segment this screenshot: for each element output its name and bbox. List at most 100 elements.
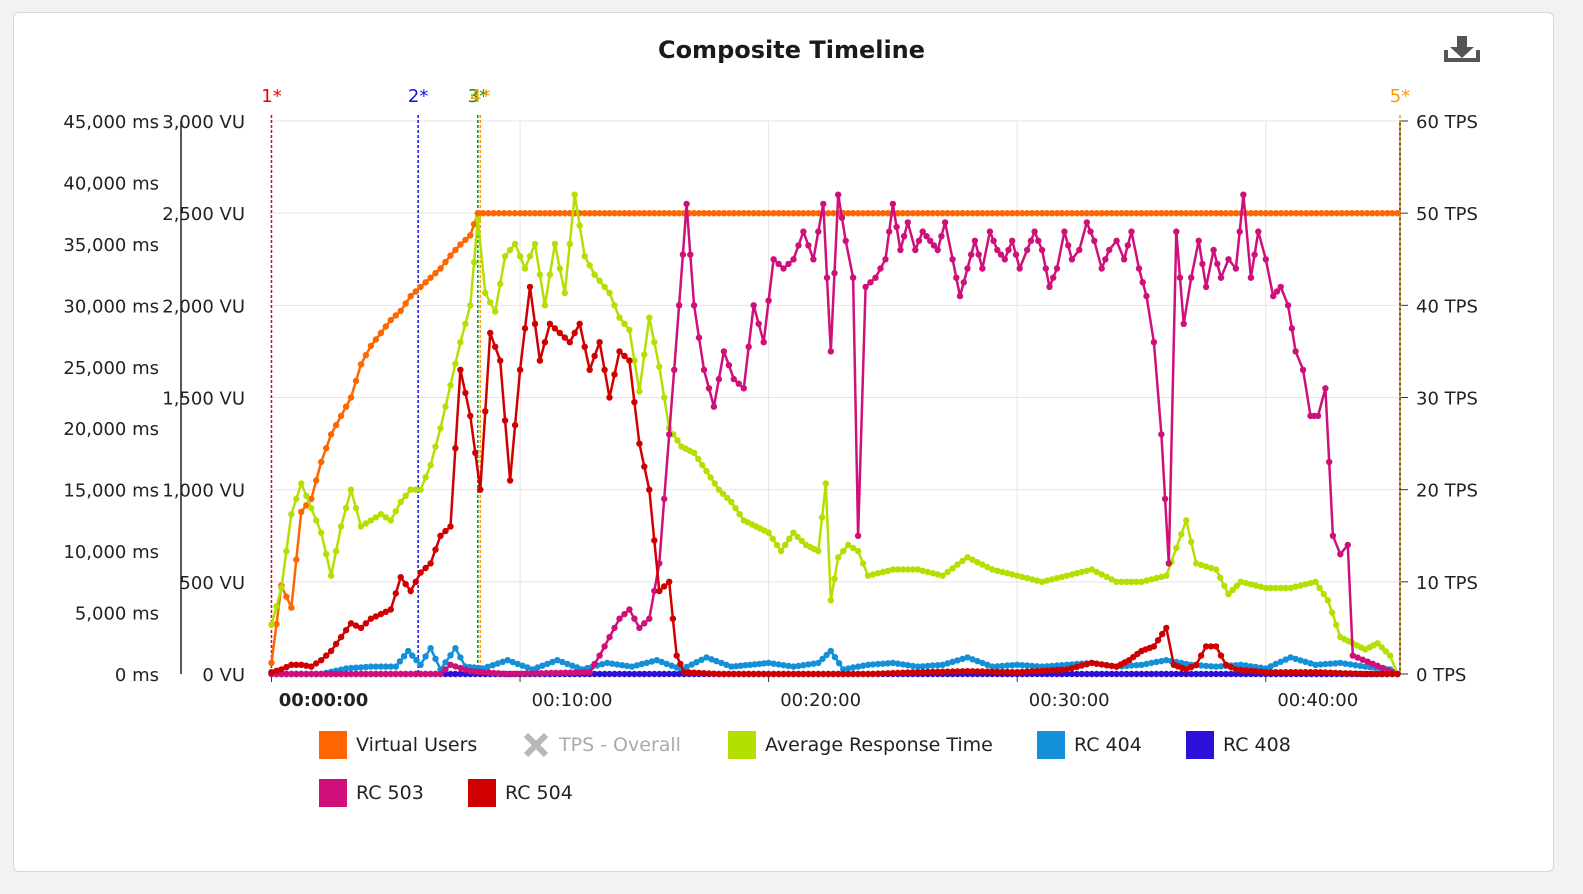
data-point-rc-404	[854, 663, 862, 670]
data-point-rc-503	[815, 228, 822, 235]
data-point-rc-408	[616, 670, 623, 678]
data-point-rc-503	[960, 279, 967, 286]
data-point-rc-504	[1212, 643, 1220, 650]
data-point-rc-404	[1148, 659, 1155, 667]
data-point-rc-503	[1262, 256, 1270, 263]
data-point-average-response-time	[497, 280, 504, 287]
data-point-average-response-time	[782, 541, 789, 549]
data-point-rc-504	[666, 578, 673, 585]
data-point-virtual-users	[521, 210, 529, 217]
legend-item-virtual-users[interactable]: Virtual Users	[319, 730, 477, 760]
data-point-average-response-time	[606, 289, 613, 297]
data-point-rc-504	[944, 668, 951, 675]
data-point-rc-503	[495, 670, 502, 677]
legend-item-rc408[interactable]: RC 408	[1186, 730, 1291, 760]
data-point-rc-404	[1207, 663, 1215, 670]
data-point-rc-404	[1327, 660, 1334, 667]
data-point-rc-504	[382, 608, 389, 615]
data-point-rc-504	[298, 661, 305, 668]
data-point-virtual-users	[485, 210, 492, 217]
data-point-rc-404	[723, 661, 730, 668]
data-point-average-response-time	[1242, 579, 1250, 587]
data-point-rc-504	[934, 668, 941, 675]
data-point-rc-503	[1188, 274, 1195, 281]
data-point-rc-504	[919, 668, 926, 676]
data-point-average-response-time	[1267, 584, 1274, 592]
data-point-rc-404	[840, 666, 847, 673]
chart-panel	[13, 12, 1554, 872]
data-point-rc-503	[1046, 283, 1053, 291]
data-point-rc-504	[964, 668, 971, 675]
data-point-virtual-users	[347, 394, 355, 401]
data-point-rc-404	[756, 660, 763, 668]
data-point-rc-504	[1028, 668, 1036, 675]
data-point-rc-404	[1023, 662, 1031, 669]
data-point-rc-503	[422, 670, 429, 678]
data-point-rc-404	[939, 661, 946, 668]
data-point-rc-404	[1352, 662, 1359, 669]
data-point-rc-504	[835, 670, 842, 678]
data-point-rc-504	[661, 583, 668, 590]
data-point-rc-503	[303, 670, 310, 678]
data-point-rc-404	[994, 663, 1001, 670]
data-point-average-response-time	[1004, 570, 1011, 577]
legend-item-rc504[interactable]: RC 504	[468, 778, 573, 808]
data-point-rc-504	[1262, 669, 1270, 676]
legend-item-tps-overall[interactable]: TPS - Overall	[522, 730, 681, 760]
data-point-rc-503	[437, 670, 444, 678]
data-point-average-response-time	[707, 474, 714, 481]
data-point-rc-503	[975, 251, 982, 258]
data-point-rc-503	[1065, 242, 1072, 249]
data-point-virtual-users	[745, 210, 752, 217]
data-point-rc-504	[859, 670, 867, 678]
data-point-average-response-time	[541, 302, 549, 309]
data-point-average-response-time	[924, 568, 931, 576]
data-point-rc-404	[688, 661, 695, 668]
data-point-rc-504	[725, 670, 733, 678]
data-point-rc-504	[1063, 666, 1071, 673]
data-point-rc-503	[735, 380, 742, 387]
data-point-rc-503	[897, 246, 904, 254]
data-point-rc-404	[337, 666, 345, 673]
data-point-average-response-time	[661, 394, 668, 401]
data-point-rc-404	[432, 655, 439, 662]
data-point-virtual-users	[457, 241, 464, 248]
data-point-rc-504	[442, 527, 449, 535]
data-point-rc-404	[1217, 663, 1225, 670]
data-point-virtual-users	[874, 210, 882, 217]
data-point-rc-504	[1048, 667, 1056, 674]
data-point-rc-503	[835, 191, 842, 198]
data-point-rc-504	[506, 477, 514, 484]
data-point-rc-504	[1257, 668, 1265, 675]
data-point-average-response-time	[1207, 564, 1215, 572]
data-point-average-response-time	[794, 533, 801, 540]
data-point-rc-404	[1357, 662, 1364, 670]
data-point-rc-404	[999, 662, 1006, 670]
data-point-rc-503	[1326, 458, 1333, 466]
data-point-average-response-time	[308, 504, 315, 512]
data-point-rc-408	[1068, 670, 1076, 678]
data-point-virtual-users	[1028, 210, 1036, 217]
data-point-rc-503	[889, 200, 897, 208]
data-point-average-response-time	[899, 566, 907, 573]
data-point-average-response-time	[467, 302, 474, 309]
data-point-rc-404	[959, 655, 966, 663]
data-point-virtual-users	[1098, 210, 1105, 217]
data-point-rc-504	[1267, 669, 1274, 676]
data-point-rc-503	[596, 652, 603, 659]
legend-item-rc503[interactable]: RC 503	[319, 778, 424, 808]
data-point-rc-504	[869, 670, 877, 677]
event-marker-label-2: 2*	[408, 86, 428, 107]
download-button[interactable]	[1440, 32, 1484, 66]
data-point-virtual-users	[780, 210, 787, 217]
data-point-average-response-time	[724, 494, 731, 502]
data-point-rc-504	[780, 670, 787, 678]
data-point-virtual-users	[1232, 210, 1240, 217]
legend-item-avg-response[interactable]: Average Response Time	[728, 730, 993, 760]
data-point-rc-503	[606, 633, 613, 641]
data-point-rc-404	[718, 659, 725, 667]
legend-item-rc404[interactable]: RC 404	[1037, 730, 1142, 760]
data-point-average-response-time	[367, 517, 375, 524]
data-point-average-response-time	[765, 529, 772, 536]
data-point-rc-503	[533, 670, 540, 677]
